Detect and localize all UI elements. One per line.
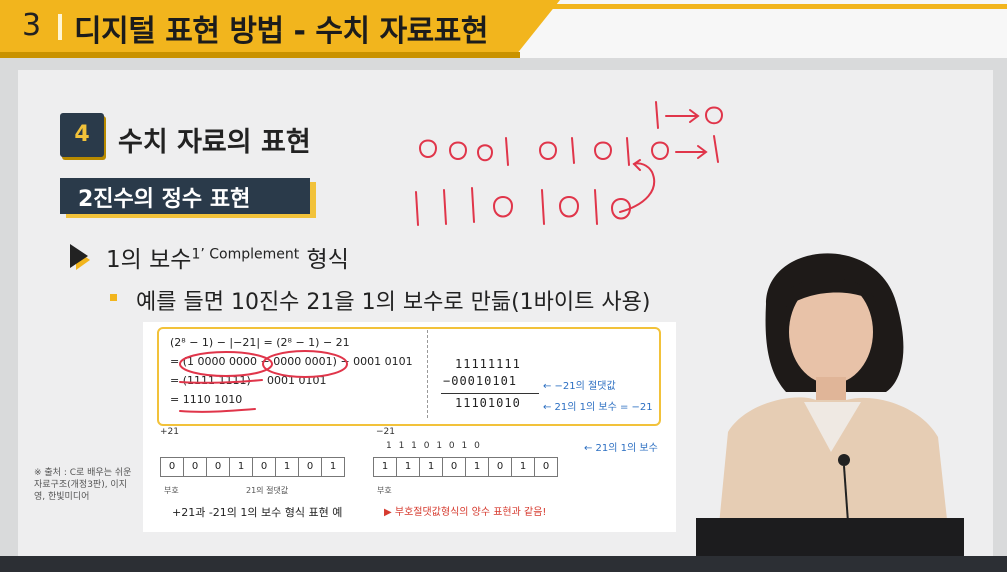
bit-cell: 1 xyxy=(373,457,397,477)
bullet1-tail: 형식 xyxy=(299,247,349,273)
title-banner-shadow xyxy=(0,52,520,58)
bit-cell: 1 xyxy=(396,457,420,477)
figure-caption: +21과 -21의 1의 보수 형식 표현 예 xyxy=(172,506,343,519)
bottom-bar xyxy=(0,556,1007,572)
bullet-example: 예를 들면 10진수 21을 1의 보수로 만듦(1바이트 사용) xyxy=(136,290,651,315)
subtitle-box: 2진수의 정수 표현 xyxy=(60,178,310,214)
presenter-video xyxy=(676,232,976,556)
page-title: 디지털 표현 방법 - 수치 자료표현 xyxy=(74,14,488,49)
bit-cell: 1 xyxy=(321,457,345,477)
calc-line-2: = (1 0000 0000 − 0000 0001) − 0001 0101 xyxy=(170,355,413,368)
calc-line-1: (2⁸ − 1) − |−21| = (2⁸ − 1) − 21 xyxy=(170,336,350,349)
section-title: 수치 자료의 표현 xyxy=(118,127,311,158)
bit-cell: 1 xyxy=(229,457,253,477)
bit-cell: 0 xyxy=(298,457,322,477)
bit-cell: 0 xyxy=(442,457,466,477)
top-accent-line xyxy=(530,4,1007,9)
title-separator xyxy=(58,14,62,40)
calc-divider xyxy=(427,330,428,418)
mic-cable xyxy=(843,465,849,523)
bullet1-text: 1의 보수 xyxy=(106,247,192,273)
bit-cell: 0 xyxy=(160,457,184,477)
positive-21-row: 0 0 0 1 0 1 0 1 xyxy=(160,457,345,477)
bullet-square-icon xyxy=(110,294,117,301)
sign-label-neg: 부호 xyxy=(377,486,392,495)
arrow-complement-label: ← 21의 1의 보수 = −21 xyxy=(543,402,653,413)
bullet-ones-complement: 1의 보수1’ Complement 형식 xyxy=(106,240,349,274)
source-citation: ※ 출처 : C로 배우는 쉬운 자료구조(개정3판), 이지영, 한빛미디어 xyxy=(34,468,132,502)
bullet-triangle-icon xyxy=(70,244,88,268)
calc-line-3: = (1111 1111) − 0001 0101 xyxy=(170,374,327,387)
figure-note: ▶ 부호절댓값형식의 양수 표현과 같음! xyxy=(384,507,547,518)
bit-cell: 0 xyxy=(206,457,230,477)
binary-top: 11111111 xyxy=(455,357,521,371)
arrow-abs-label: ← −21의 절댓값 xyxy=(543,381,616,392)
chapter-number: 3 xyxy=(22,8,42,43)
binary-minuend: −00010101 xyxy=(443,374,518,388)
bangs xyxy=(786,278,876,307)
lapel-mic xyxy=(838,454,850,466)
calc-line-4: = 1110 1010 xyxy=(170,393,243,406)
bullet1-sup: 1’ Complement xyxy=(191,246,300,263)
plus21-label: +21 xyxy=(160,427,179,437)
sign-label-pos: 부호 xyxy=(164,486,179,495)
subtitle-text: 2진수의 정수 표현 xyxy=(78,187,251,212)
title-banner xyxy=(0,0,560,56)
blouse xyxy=(716,397,951,556)
bit-cell: 1 xyxy=(465,457,489,477)
section-number: 4 xyxy=(74,122,90,147)
face xyxy=(789,280,873,384)
abs-label-pos: 21의 절댓값 xyxy=(246,486,289,495)
minus21-label: −21 xyxy=(376,427,395,437)
negative-21-row: 1 1 1 0 1 0 1 0 xyxy=(373,457,558,477)
complement-bits-top: 1 1 1 0 1 0 1 0 xyxy=(386,441,482,451)
collar xyxy=(804,402,861,452)
section-badge: 4 xyxy=(60,113,104,157)
bit-cell: 0 xyxy=(183,457,207,477)
bit-cell: 0 xyxy=(488,457,512,477)
bit-cell: 0 xyxy=(252,457,276,477)
bit-cell: 1 xyxy=(511,457,535,477)
bit-cell: 1 xyxy=(419,457,443,477)
bit-cell: 1 xyxy=(275,457,299,477)
complement-arrow-note: ← 21의 1의 보수 xyxy=(584,443,658,454)
bit-cell: 0 xyxy=(534,457,558,477)
laptop xyxy=(696,518,964,556)
binary-result: 11101010 xyxy=(455,396,521,410)
binary-rule xyxy=(441,393,539,394)
